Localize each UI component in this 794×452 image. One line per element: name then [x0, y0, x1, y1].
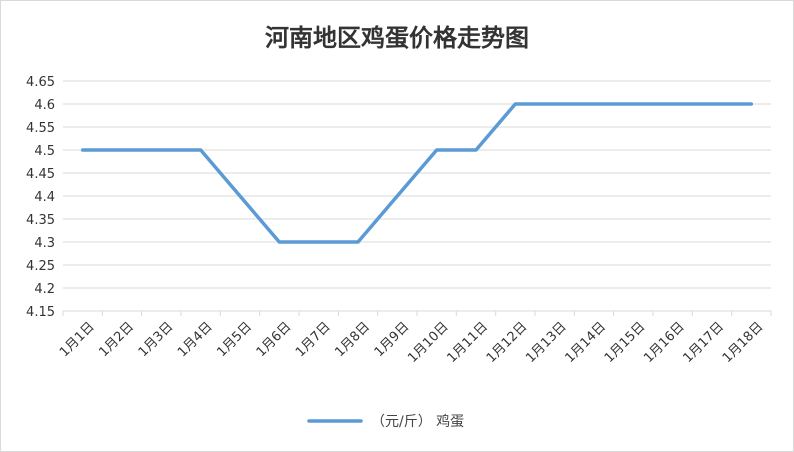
y-tick-label: 4.6: [34, 98, 55, 113]
x-tick-label: 1月15日: [602, 319, 649, 366]
x-axis-ticks: 1月1日1月2日1月3日1月4日1月5日1月6日1月7日1月8日1月9日1月10…: [57, 319, 766, 366]
x-tick-label: 1月8日: [332, 319, 373, 360]
x-tick-label: 1月1日: [57, 319, 98, 360]
y-tick-label: 4.4: [34, 190, 55, 205]
y-tick-label: 4.3: [34, 236, 55, 251]
x-tick-label: 1月13日: [523, 319, 570, 366]
series-layer: [80, 102, 754, 244]
x-tick-label: 1月11日: [445, 319, 492, 366]
y-axis-ticks: 4.15 4.2 4.25 4.3 4.35 4.4 4.45 4.5 4.55 4.6 4.65: [26, 75, 55, 320]
y-tick-label: 4.2: [34, 282, 55, 297]
x-tick-label: 1月16日: [641, 319, 688, 366]
x-tick-label: 1月6日: [254, 319, 295, 360]
y-tick-label: 4.55: [26, 121, 55, 136]
chart-title: 河南地区鸡蛋价格走势图: [265, 23, 529, 52]
legend: （元/斤） 鸡蛋: [307, 413, 464, 430]
series-line: [80, 102, 754, 244]
legend-label: （元/斤） 鸡蛋: [371, 413, 464, 430]
x-tick-label: 1月12日: [484, 319, 531, 366]
x-tick-label: 1月10日: [405, 319, 452, 366]
x-tick-label: 1月17日: [681, 319, 728, 366]
y-tick-label: 4.45: [26, 167, 55, 182]
x-tick-label: 1月3日: [136, 319, 177, 360]
y-tick-label: 4.5: [34, 144, 55, 159]
y-tick-label: 4.35: [26, 213, 55, 228]
grid-lines: [62, 80, 772, 316]
x-tick-label: 1月7日: [293, 319, 334, 360]
x-tick-label: 1月18日: [720, 319, 767, 366]
y-tick-label: 4.65: [26, 75, 55, 90]
x-tick-label: 1月4日: [175, 319, 216, 360]
y-tick-label: 4.25: [26, 259, 55, 274]
y-tick-label: 4.15: [26, 305, 55, 320]
x-tick-label: 1月5日: [214, 319, 255, 360]
x-tick-label: 1月2日: [96, 319, 137, 360]
x-tick-label: 1月14日: [563, 319, 610, 366]
